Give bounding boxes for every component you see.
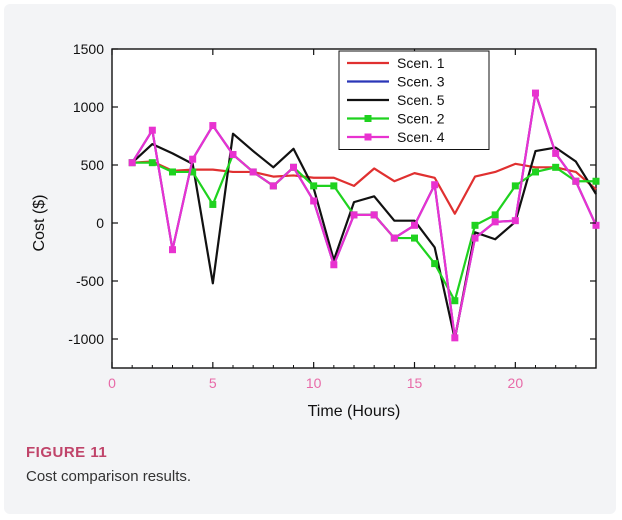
data-point	[552, 149, 560, 157]
data-point	[370, 211, 378, 219]
data-point	[572, 177, 580, 185]
data-point	[471, 234, 479, 242]
data-point	[532, 89, 539, 97]
data-point	[451, 297, 459, 305]
data-point	[330, 182, 338, 190]
data-point	[431, 260, 439, 268]
series-scen-1	[132, 160, 597, 215]
data-point	[330, 261, 338, 269]
x-tick-label: 0	[108, 375, 116, 391]
legend-item: Scen. 5	[347, 92, 445, 108]
data-point	[491, 211, 499, 219]
data-point	[310, 197, 318, 205]
y-tick-label: -500	[76, 273, 104, 289]
data-point	[350, 211, 358, 219]
series-scen-5	[131, 132, 597, 341]
data-point	[491, 218, 499, 226]
y-tick-label: 1000	[73, 99, 104, 115]
series-line	[132, 160, 597, 215]
data-point	[189, 168, 197, 176]
data-point	[209, 200, 217, 208]
legend-item: Scen. 4	[347, 129, 445, 145]
legend-label: Scen. 1	[397, 55, 445, 71]
x-tick-label: 5	[209, 375, 217, 391]
data-point	[552, 163, 560, 171]
data-point	[169, 246, 176, 254]
legend-marker	[364, 115, 372, 122]
data-point	[411, 234, 418, 242]
y-axis-title: Cost ($)	[31, 195, 48, 252]
legend-item: Scen. 3	[347, 74, 445, 90]
data-point	[169, 168, 176, 176]
data-point	[592, 221, 600, 229]
x-tick-label: 10	[306, 375, 322, 391]
legend-item: Scen. 1	[347, 55, 445, 71]
data-point	[390, 234, 398, 242]
figure-card: 0 5 10 15 20 -1000 -500 0 500 1000 1500 Scen. 1 Sce…	[4, 4, 616, 514]
y-tick-label: 1500	[73, 41, 104, 57]
x-tick-label: 15	[407, 375, 423, 391]
series-line	[131, 132, 597, 341]
data-point	[189, 155, 197, 163]
data-point	[249, 168, 257, 176]
data-point	[148, 159, 156, 167]
data-point	[532, 168, 539, 176]
legend-label: Scen. 3	[397, 74, 445, 90]
figure-caption: Cost comparison results.	[26, 468, 192, 485]
legend-marker	[364, 133, 372, 141]
legend-label: Scen. 2	[397, 111, 445, 127]
legend-item: Scen. 2	[347, 111, 445, 127]
data-point	[471, 221, 479, 229]
data-point	[229, 151, 237, 159]
data-point	[209, 122, 217, 130]
cost-chart: 0 5 10 15 20 -1000 -500 0 500 1000 1500 Scen. 1 Sce…	[31, 41, 600, 420]
data-point	[411, 221, 418, 229]
y-tick-label: 500	[81, 157, 105, 173]
data-point	[290, 163, 297, 171]
data-point	[511, 217, 519, 225]
x-axis-title: Time (Hours)	[308, 403, 401, 420]
data-point	[269, 182, 277, 190]
data-point	[148, 126, 156, 134]
series-line	[131, 91, 598, 339]
y-tick-label: 0	[96, 215, 104, 231]
data-point	[431, 181, 439, 189]
x-tick-label: 20	[508, 375, 524, 391]
series-scen-4	[128, 89, 600, 342]
figure-label: FIGURE 11	[26, 444, 108, 461]
legend-label: Scen. 5	[397, 92, 445, 108]
data-point	[128, 159, 136, 167]
data-point	[511, 182, 519, 190]
legend-label: Scen. 4	[397, 129, 445, 145]
data-point	[592, 177, 600, 185]
data-point	[451, 334, 459, 342]
y-tick-label: -1000	[68, 331, 104, 347]
data-point	[310, 182, 318, 190]
